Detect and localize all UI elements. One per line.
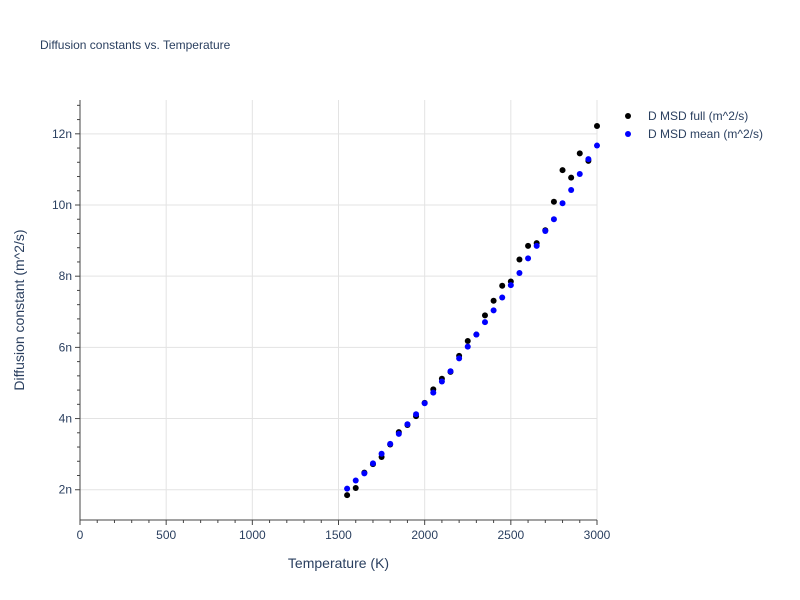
point-d-msd-mean (559, 200, 566, 207)
point-d-msd-full (568, 174, 575, 181)
point-d-msd-mean (369, 460, 376, 467)
point-d-msd-mean (378, 450, 385, 457)
point-d-msd-mean (568, 187, 575, 194)
data-points (344, 122, 600, 499)
point-d-msd-mean (447, 368, 454, 375)
point-d-msd-mean (464, 343, 471, 350)
point-d-msd-mean (481, 319, 488, 326)
point-d-msd-mean (430, 389, 437, 396)
point-d-msd-full (525, 242, 532, 249)
legend-marker (625, 113, 631, 119)
point-d-msd-mean (456, 355, 463, 362)
legend-entry-label[interactable]: D MSD full (m^2/s) (648, 109, 748, 123)
x-tick-label: 0 (77, 528, 84, 542)
x-tick-label: 1000 (239, 528, 266, 542)
grid (80, 100, 598, 520)
point-d-msd-mean (533, 242, 540, 249)
y-tick-label: 8n (59, 269, 72, 283)
point-d-msd-mean (490, 307, 497, 314)
point-d-msd-mean (344, 485, 351, 492)
point-d-msd-mean (473, 331, 480, 338)
point-d-msd-full (594, 122, 600, 129)
y-tick-label: 4n (59, 412, 72, 426)
point-d-msd-mean (542, 227, 549, 234)
point-d-msd-mean (585, 156, 592, 163)
y-tick-label: 6n (59, 340, 72, 354)
point-d-msd-full (516, 256, 523, 263)
point-d-msd-full (352, 484, 359, 491)
point-d-msd-mean (499, 294, 506, 301)
point-d-msd-mean (387, 440, 394, 447)
x-tick-label: 2000 (411, 528, 438, 542)
x-axis-title: Temperature (K) (288, 555, 389, 571)
x-tick-label: 500 (156, 528, 176, 542)
legend-entry-label[interactable]: D MSD mean (m^2/s) (648, 127, 763, 141)
x-tick-label: 3000 (584, 528, 611, 542)
x-tick-label: 2500 (497, 528, 524, 542)
x-tick-label: 1500 (325, 528, 352, 542)
point-d-msd-full (490, 297, 497, 304)
point-d-msd-full (481, 312, 488, 319)
y-tick-label: 12n (52, 127, 72, 141)
y-tick-label: 2n (59, 483, 72, 497)
point-d-msd-mean (421, 400, 428, 407)
point-d-msd-mean (507, 282, 514, 289)
point-d-msd-mean (525, 255, 532, 262)
point-d-msd-mean (404, 421, 411, 428)
y-axis-title: Diffusion constant (m^2/s) (11, 229, 27, 390)
chart-title: Diffusion constants vs. Temperature (40, 38, 231, 52)
point-d-msd-full (464, 337, 471, 344)
legend-marker (625, 131, 631, 137)
point-d-msd-mean (361, 470, 368, 477)
point-d-msd-mean (438, 378, 445, 385)
y-tick-label: 10n (52, 198, 72, 212)
x-axis-ticks: 0 500 1000 1500 2000 2500 3000 (77, 520, 611, 542)
point-d-msd-full (344, 492, 351, 499)
point-d-msd-full (559, 167, 566, 174)
point-d-msd-mean (594, 142, 600, 149)
point-d-msd-mean (395, 430, 402, 437)
point-d-msd-mean (576, 171, 583, 178)
y-axis-ticks: 2n 4n 6n 8n 10n 12n (52, 104, 80, 497)
point-d-msd-full (576, 150, 583, 157)
point-d-msd-full (550, 198, 557, 205)
point-d-msd-mean (413, 411, 420, 418)
point-d-msd-full (499, 282, 506, 289)
point-d-msd-mean (550, 216, 557, 223)
point-d-msd-mean (352, 477, 359, 484)
legend[interactable]: D MSD full (m^2/s) D MSD mean (m^2/s) (625, 109, 763, 141)
point-d-msd-mean (516, 269, 523, 276)
